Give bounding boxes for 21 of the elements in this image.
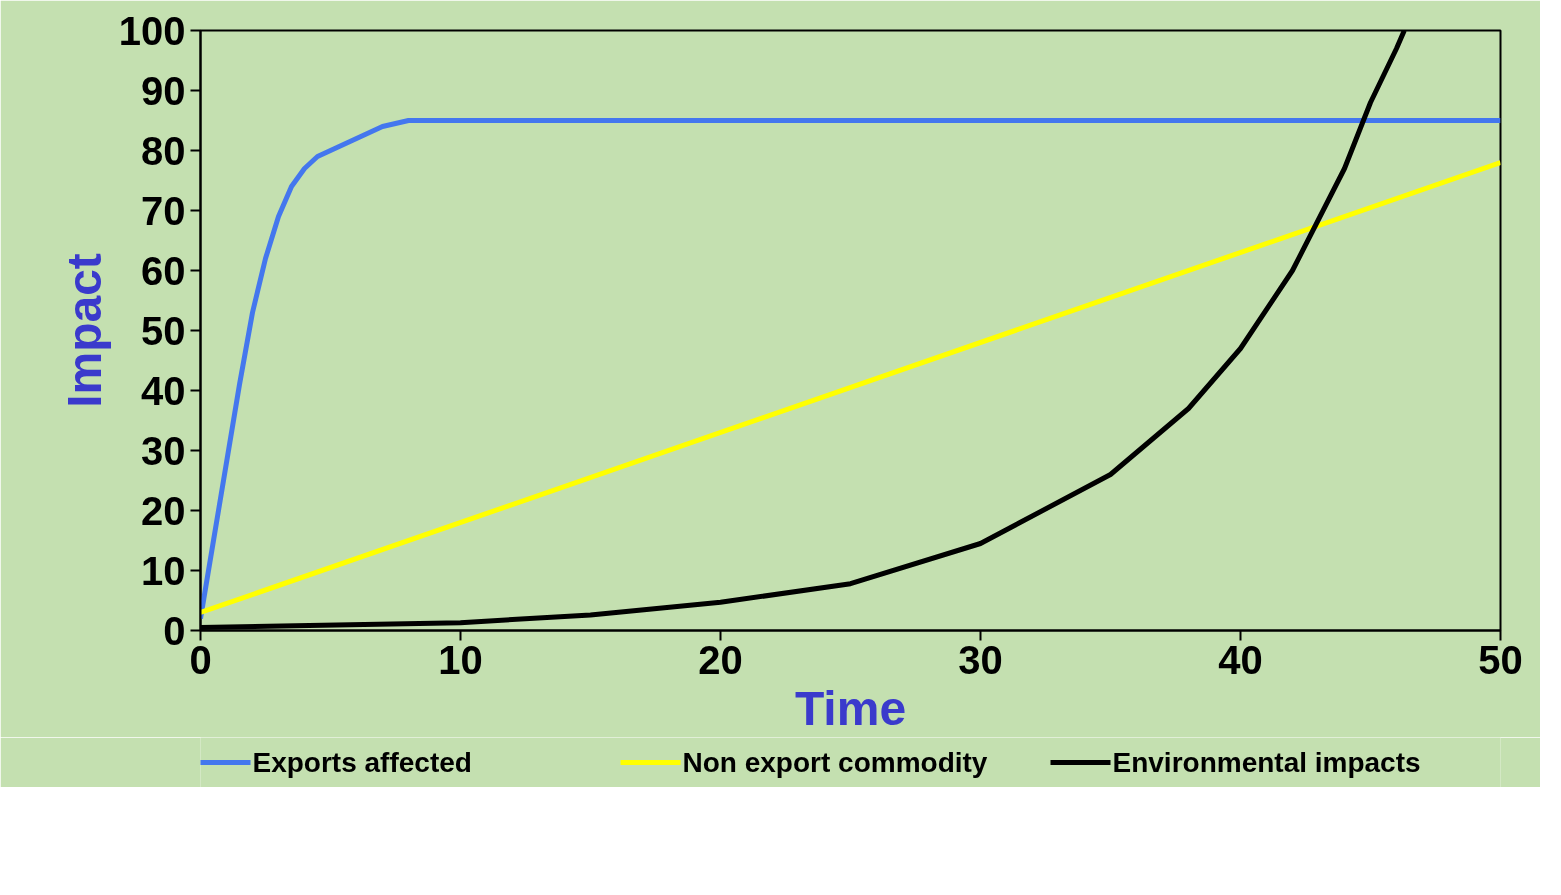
legend-label: Environmental impacts	[1112, 747, 1421, 778]
legend-label: Non export commodity	[682, 747, 988, 778]
y-axis-title: Impact	[57, 253, 111, 408]
y-tick-label: 50	[141, 308, 186, 353]
y-tick-label: 20	[141, 488, 186, 533]
x-tick-label: 40	[1218, 637, 1263, 682]
y-tick-label: 80	[141, 128, 186, 173]
y-tick-label: 0	[163, 608, 186, 653]
x-tick-label: 10	[438, 637, 483, 682]
y-tick-label: 100	[118, 8, 186, 53]
y-tick-label: 30	[141, 428, 186, 473]
y-tick-label: 10	[141, 548, 186, 593]
legend-label: Exports affected	[252, 747, 472, 778]
y-tick-label: 90	[141, 68, 186, 113]
x-tick-label: 30	[958, 637, 1003, 682]
y-tick-label: 70	[141, 188, 186, 233]
x-tick-label: 50	[1478, 637, 1523, 682]
x-axis-title: Time	[794, 681, 907, 735]
y-tick-label: 60	[141, 248, 186, 293]
y-tick-label: 40	[141, 368, 186, 413]
x-tick-label: 20	[698, 637, 743, 682]
